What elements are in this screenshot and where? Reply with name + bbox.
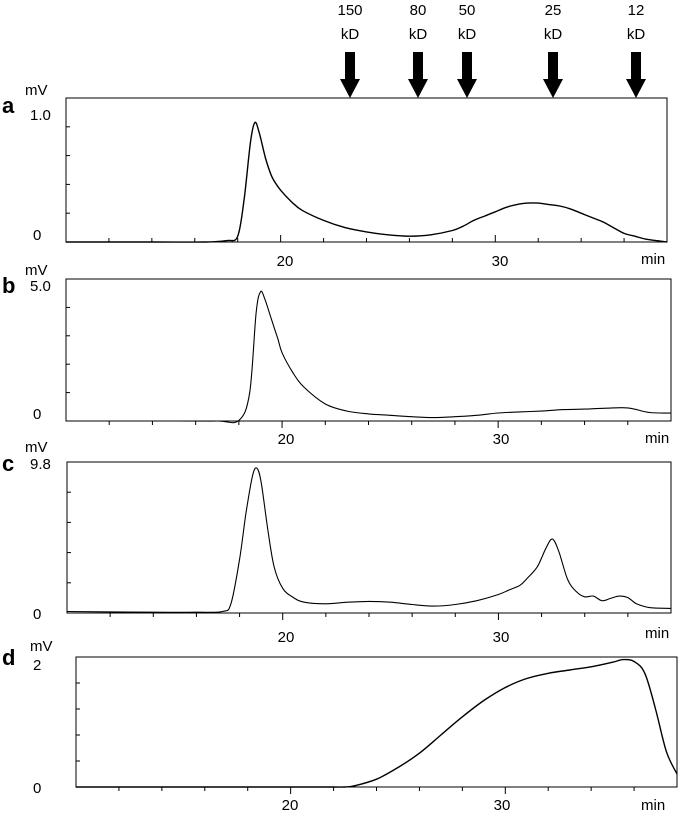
panel-d-trace bbox=[76, 658, 678, 788]
panel-d-y-tick-zero: 0 bbox=[33, 780, 41, 797]
panel-a: a mV 1.0 0 20 30 min bbox=[2, 82, 668, 270]
panel-c: c mV 9.8 0 20 30 min bbox=[2, 439, 672, 646]
marker-50kd-unit: kD bbox=[458, 26, 477, 43]
panel-b-y-unit: mV bbox=[25, 262, 48, 279]
panel-a-ticks bbox=[66, 126, 625, 242]
panel-d-x-tick-30: 30 bbox=[494, 797, 511, 814]
panel-b-label: b bbox=[2, 273, 15, 298]
panel-a-x-tick-30: 30 bbox=[492, 253, 509, 270]
panel-b-x-unit: min bbox=[645, 430, 669, 447]
marker-25kd-arrow-icon bbox=[543, 52, 563, 98]
panel-a-frame bbox=[65, 97, 668, 243]
marker-12kd-arrow-icon bbox=[626, 52, 646, 98]
panel-b-y-tick-zero: 0 bbox=[33, 406, 41, 423]
panel-a-y-unit: mV bbox=[25, 82, 48, 99]
marker-25kd: 25 kD bbox=[543, 2, 563, 98]
panel-a-y-tick-max: 1.0 bbox=[30, 107, 51, 124]
marker-12kd-value: 12 bbox=[628, 2, 645, 19]
panel-b-frame bbox=[65, 278, 672, 422]
marker-80kd-unit: kD bbox=[409, 26, 428, 43]
marker-50kd: 50 kD bbox=[457, 2, 477, 98]
panel-a-x-unit: min bbox=[641, 251, 665, 268]
panel-d-y-unit: mV bbox=[30, 638, 53, 655]
panel-d: d mV 2 0 20 30 min bbox=[2, 638, 678, 814]
panel-a-x-tick-20: 20 bbox=[277, 253, 294, 270]
panel-c-label: c bbox=[2, 451, 14, 476]
marker-25kd-value: 25 bbox=[545, 2, 562, 19]
panel-b-x-tick-20: 20 bbox=[278, 431, 295, 448]
marker-150kd: 150 kD bbox=[337, 2, 363, 98]
panel-c-x-tick-20: 20 bbox=[278, 629, 295, 646]
panel-c-trace bbox=[66, 467, 672, 613]
panel-d-frame bbox=[75, 656, 678, 788]
panel-a-trace bbox=[65, 121, 668, 243]
marker-25kd-unit: kD bbox=[544, 26, 563, 43]
mw-markers: 150 kD 80 kD 50 kD 25 kD 12 kD bbox=[337, 2, 646, 98]
panel-d-ticks bbox=[76, 682, 635, 794]
marker-150kd-unit: kD bbox=[341, 26, 360, 43]
marker-80kd: 80 kD bbox=[408, 2, 428, 98]
panel-b-trace bbox=[65, 290, 672, 424]
panel-c-ticks bbox=[67, 491, 629, 620]
panel-c-x-unit: min bbox=[645, 625, 669, 642]
panel-d-y-tick-max: 2 bbox=[33, 657, 41, 674]
panel-b-x-tick-30: 30 bbox=[493, 431, 510, 448]
marker-12kd-unit: kD bbox=[627, 26, 646, 43]
panel-c-y-unit: mV bbox=[25, 439, 48, 456]
panel-b-ticks bbox=[66, 306, 629, 428]
panel-d-x-unit: min bbox=[641, 797, 665, 814]
marker-50kd-value: 50 bbox=[459, 2, 476, 19]
panel-d-x-tick-20: 20 bbox=[282, 797, 299, 814]
panel-c-y-tick-max: 9.8 bbox=[30, 456, 51, 473]
panel-d-label: d bbox=[2, 645, 15, 670]
panel-a-label: a bbox=[2, 93, 15, 118]
panel-c-x-tick-30: 30 bbox=[493, 629, 510, 646]
marker-150kd-arrow-icon bbox=[340, 52, 360, 98]
panel-b-y-tick-max: 5.0 bbox=[30, 278, 51, 295]
marker-80kd-arrow-icon bbox=[408, 52, 428, 98]
marker-12kd: 12 kD bbox=[626, 2, 646, 98]
panel-a-y-tick-zero: 0 bbox=[33, 227, 41, 244]
panel-c-frame bbox=[66, 461, 672, 614]
marker-50kd-arrow-icon bbox=[457, 52, 477, 98]
panel-b: b mV 5.0 0 20 30 min bbox=[2, 262, 672, 448]
marker-80kd-value: 80 bbox=[410, 2, 427, 19]
marker-150kd-value: 150 bbox=[337, 2, 362, 19]
panel-c-y-tick-zero: 0 bbox=[33, 606, 41, 623]
